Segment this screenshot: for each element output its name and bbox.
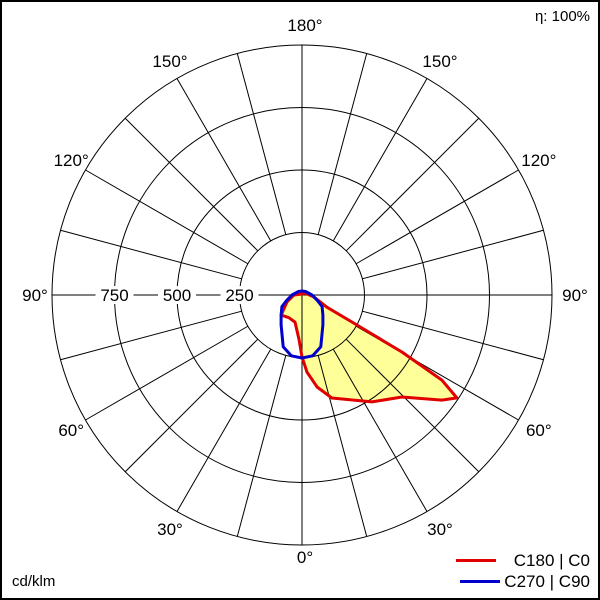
grid-spoke: [236, 53, 287, 235]
radial-label-bg: [95, 286, 134, 304]
grid-spoke: [124, 338, 259, 473]
grid-spoke: [176, 348, 272, 512]
grid-spoke: [362, 310, 544, 361]
grid-spoke: [317, 355, 368, 537]
unit-label: cd/klm: [12, 573, 56, 590]
angle-label: 120°: [521, 151, 556, 170]
legend-label: C180 | C0: [513, 551, 590, 570]
angle-label: 90°: [22, 286, 48, 305]
grid-spoke: [345, 338, 480, 473]
legend-label: C270 | C90: [504, 572, 590, 591]
grid-spoke: [362, 229, 544, 280]
grid-spoke: [176, 78, 272, 242]
grid-spoke: [60, 229, 242, 280]
radial-tick-label: 250: [225, 286, 253, 305]
angle-label: 90°: [562, 286, 588, 305]
grid-spoke: [85, 325, 249, 421]
angle-label: 180°: [287, 16, 322, 35]
grid-spoke: [332, 78, 428, 242]
radial-tick-label: 500: [163, 286, 191, 305]
radial-label-bg: [158, 286, 196, 304]
radial-label-bg: [220, 286, 259, 304]
grid-spoke: [85, 169, 249, 265]
angle-label: 0°: [297, 548, 313, 567]
grid-spoke: [124, 117, 259, 252]
series-line-c270-c90: [279, 289, 325, 360]
angle-label: 120°: [54, 151, 89, 170]
grid-spoke: [60, 310, 242, 361]
angle-label: 60°: [58, 421, 84, 440]
series-line-c180-c0: [279, 291, 459, 404]
angle-label: 30°: [427, 520, 453, 539]
grid-spoke: [345, 117, 480, 252]
angle-label: 150°: [422, 52, 457, 71]
legend: C180 | C0 C270 | C90: [455, 550, 590, 592]
series-fill-c180-c0: [281, 293, 457, 402]
legend-swatch-red: [455, 559, 496, 562]
legend-swatch-blue: [460, 580, 501, 583]
angle-label: 60°: [526, 421, 552, 440]
legend-item-c270-c90: C270 | C90: [456, 571, 590, 592]
angle-label: 30°: [157, 520, 183, 539]
grid-spoke: [236, 355, 287, 537]
grid-spoke: [317, 53, 368, 235]
grid-spoke: [355, 169, 519, 265]
radial-tick-label: 750: [100, 286, 128, 305]
grid-spoke: [332, 348, 428, 512]
angle-label: 150°: [152, 52, 187, 71]
efficiency-label: η: 100%: [534, 8, 590, 25]
legend-item-c180-c0: C180 | C0: [455, 550, 590, 571]
